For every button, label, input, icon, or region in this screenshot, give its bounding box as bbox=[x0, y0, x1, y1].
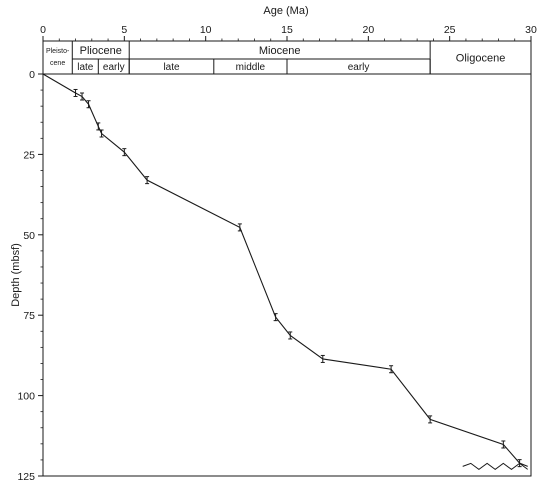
data-point bbox=[389, 365, 394, 374]
data-point bbox=[288, 331, 293, 340]
y-tick-label: 125 bbox=[17, 471, 35, 483]
unconformity-symbol bbox=[462, 462, 528, 471]
age-depth-series bbox=[42, 73, 528, 468]
epoch-label: cene bbox=[50, 60, 65, 67]
subdivision-label: early bbox=[103, 62, 125, 73]
y-tick-label: 75 bbox=[23, 310, 35, 322]
data-point bbox=[122, 148, 127, 157]
data-point bbox=[237, 223, 242, 232]
axis-ticks: 0 5 10 15 20 25 30 0 25 50 75 100 125 bbox=[17, 24, 537, 483]
x-tick-label: 25 bbox=[444, 24, 456, 36]
y-tick-label: 50 bbox=[23, 230, 35, 242]
data-point bbox=[73, 88, 78, 97]
unconformity-zigzag bbox=[462, 462, 528, 471]
plot-frame bbox=[42, 40, 532, 477]
y-axis-title: Depth (mbsf) bbox=[10, 243, 22, 307]
data-point bbox=[80, 92, 85, 101]
series-line bbox=[42, 73, 528, 467]
epoch-label: Pliocene bbox=[80, 45, 122, 57]
x-tick-label: 20 bbox=[362, 24, 374, 36]
data-point bbox=[428, 415, 433, 424]
data-point bbox=[273, 313, 278, 322]
y-tick-label: 0 bbox=[29, 69, 35, 81]
epoch-label: Oligocene bbox=[456, 53, 506, 65]
x-tick-label: 0 bbox=[40, 24, 46, 36]
data-point bbox=[320, 354, 325, 363]
x-tick-label: 10 bbox=[200, 24, 212, 36]
data-point bbox=[145, 176, 150, 185]
x-tick-label: 5 bbox=[121, 24, 127, 36]
data-point bbox=[501, 440, 506, 449]
stratigraphy-band: Pleisto-cene Pliocene Miocene Oligocene late… bbox=[43, 41, 531, 75]
subdivision-label: late bbox=[163, 62, 180, 73]
subdivision-label: late bbox=[77, 62, 94, 73]
epoch-label: Miocene bbox=[259, 45, 301, 57]
epoch-label: Pleisto- bbox=[46, 48, 70, 55]
subdivision-label: early bbox=[348, 62, 370, 73]
data-point bbox=[86, 100, 91, 109]
x-tick-label: 15 bbox=[281, 24, 293, 36]
x-axis-title: Age (Ma) bbox=[263, 5, 308, 17]
y-tick-label: 25 bbox=[23, 149, 35, 161]
x-tick-label: 30 bbox=[525, 24, 537, 36]
data-point bbox=[99, 129, 104, 138]
y-tick-label: 100 bbox=[17, 391, 35, 403]
subdivision-label: middle bbox=[236, 62, 266, 73]
